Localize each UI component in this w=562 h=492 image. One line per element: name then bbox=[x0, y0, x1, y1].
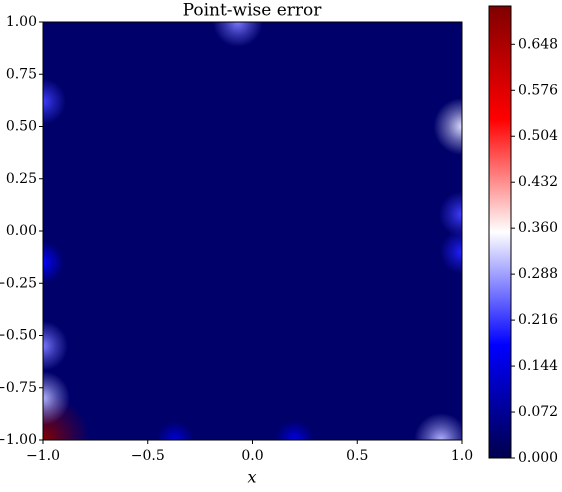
y-tick-label: 0.75 bbox=[6, 66, 37, 82]
colorbar-tick-label: 0.288 bbox=[518, 266, 558, 282]
hotspot bbox=[440, 229, 462, 274]
colorbar-tick-label: 0.648 bbox=[518, 36, 558, 52]
hotspot bbox=[274, 420, 314, 440]
field-background bbox=[43, 22, 462, 440]
x-axis-label: x bbox=[247, 468, 256, 487]
colorbar-tick-label: 0.000 bbox=[518, 450, 558, 466]
y-tick-label: −0.75 bbox=[0, 380, 37, 396]
hotspot bbox=[414, 413, 462, 440]
hotspot bbox=[43, 320, 68, 371]
hotspot bbox=[212, 22, 263, 47]
colorbar-tick-label: 0.144 bbox=[518, 358, 558, 374]
colorbar-tick-label: 0.504 bbox=[518, 128, 558, 144]
hotspot bbox=[43, 241, 64, 284]
x-tick-label: 0.0 bbox=[241, 448, 263, 464]
y-tick-label: 0.00 bbox=[6, 223, 37, 239]
hotspot bbox=[43, 371, 70, 426]
y-tick-label: −0.25 bbox=[0, 275, 37, 291]
colorbar bbox=[488, 5, 512, 459]
field bbox=[43, 22, 462, 440]
colorbar-tick-label: 0.432 bbox=[518, 174, 558, 190]
hotspot bbox=[433, 98, 462, 155]
colorbar-tick-label: 0.072 bbox=[518, 404, 558, 420]
x-tick-label: 0.5 bbox=[346, 448, 368, 464]
y-tick-label: 0.25 bbox=[6, 171, 37, 187]
x-tick-label: −0.5 bbox=[131, 448, 165, 464]
y-tick-label: 1.00 bbox=[6, 14, 37, 30]
colorbar-tick-label: 0.576 bbox=[518, 82, 558, 98]
colorbar-tick-label: 0.360 bbox=[518, 220, 558, 236]
hotspot bbox=[439, 191, 462, 238]
y-tick-label: −1.00 bbox=[0, 432, 37, 448]
hotspot bbox=[155, 421, 194, 440]
colorbar-tick-label: 0.216 bbox=[518, 312, 558, 328]
y-tick-label: 0.50 bbox=[6, 119, 37, 135]
chart-title: Point-wise error bbox=[183, 1, 323, 21]
y-tick-label: −0.50 bbox=[0, 328, 37, 344]
x-tick-label: 1.0 bbox=[451, 448, 473, 464]
x-tick-label: −1.0 bbox=[26, 448, 60, 464]
hotspot bbox=[43, 78, 66, 125]
